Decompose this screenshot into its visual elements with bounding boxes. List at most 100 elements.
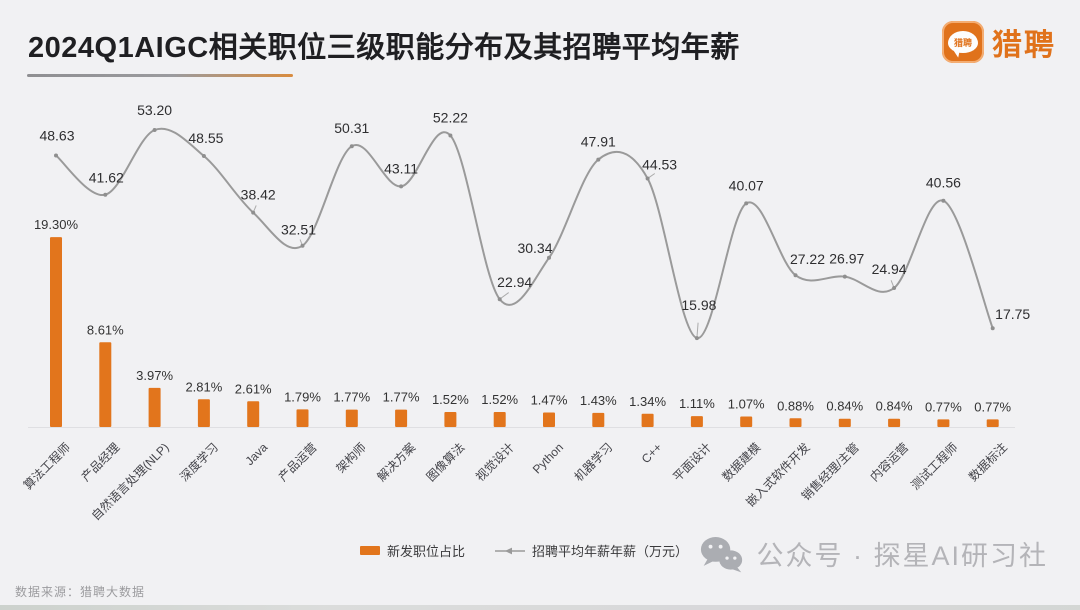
- bar-value-label: 1.07%: [728, 397, 765, 412]
- legend-bar-label: 新发职位占比: [387, 544, 466, 559]
- bar-value-label: 0.77%: [974, 399, 1011, 414]
- bar-value-label: 0.88%: [777, 398, 814, 413]
- combo-chart: 19.30%算法工程师8.61%产品经理3.97%自然语言处理(NLP)2.81…: [20, 102, 1030, 523]
- chart-legend: 新发职位占比 招聘平均年薪年薪（万元）: [360, 541, 688, 560]
- category-label: 平面设计: [670, 440, 714, 484]
- category-label: Python: [530, 440, 566, 476]
- line-point-19: [990, 326, 995, 331]
- bar-value-label: 1.52%: [481, 392, 518, 407]
- bar-value-label: 1.52%: [432, 392, 469, 407]
- line-point-14: [744, 201, 749, 206]
- liepin-logo-icon: 猎聘: [942, 21, 984, 63]
- bar-value-label: 1.11%: [679, 396, 715, 411]
- line-value-label: 15.98: [681, 297, 716, 313]
- bar-8: [444, 412, 457, 427]
- line-point-9: [497, 297, 502, 302]
- logo-bubble-text: 猎聘: [953, 37, 972, 48]
- bottom-strip: [0, 605, 1080, 610]
- bar-17: [888, 418, 901, 427]
- line-value-label: 32.51: [281, 222, 316, 238]
- line-marker-icon: [495, 547, 526, 554]
- line-value-label: 17.75: [995, 306, 1030, 322]
- line-value-label: 47.91: [581, 134, 616, 150]
- line-point-7: [399, 184, 404, 189]
- data-source-note: 数据来源：猎聘大数据: [15, 585, 146, 599]
- bar-5: [296, 409, 309, 427]
- wechat-icon: [701, 536, 743, 572]
- bar-value-label: 19.30%: [34, 217, 79, 232]
- line-value-label: 43.11: [384, 160, 418, 176]
- bar-0: [50, 237, 62, 427]
- bar-13: [690, 416, 703, 427]
- watermark-text: 公众号 · 探星AI研习社: [756, 541, 1048, 571]
- line-point-4: [251, 210, 256, 215]
- line-value-label: 40.56: [926, 175, 961, 191]
- logo-wordmark: 猎聘: [992, 29, 1056, 62]
- line-point-12: [645, 176, 650, 181]
- speech-bubble-icon: 猎聘: [948, 31, 978, 53]
- bar-value-label: 8.61%: [87, 322, 124, 337]
- category-label: 架构师: [333, 440, 369, 476]
- bar-16: [838, 418, 851, 427]
- line-value-label: 38.42: [241, 187, 276, 203]
- line-value-label: 41.62: [89, 170, 124, 186]
- bar-12: [641, 413, 654, 427]
- line-point-8: [448, 133, 453, 138]
- bar-swatch-icon: [360, 546, 380, 555]
- line-point-16: [842, 274, 847, 279]
- category-label: 产品运营: [276, 440, 320, 484]
- page-title: 2024Q1AIGC相关职位三级职能分布及其招聘平均年薪: [28, 32, 740, 64]
- bar-value-label: 2.81%: [185, 379, 222, 394]
- category-label: C++: [639, 440, 665, 466]
- bar-14: [740, 416, 753, 427]
- category-label: Java: [242, 440, 270, 468]
- legend-item-bar: 新发职位占比: [360, 541, 465, 560]
- bar-value-label: 2.61%: [235, 381, 272, 396]
- line-value-label: 24.94: [872, 261, 907, 277]
- bar-value-label: 1.43%: [580, 393, 617, 408]
- line-value-label: 44.53: [642, 157, 677, 173]
- category-label: 内容运营: [867, 440, 912, 485]
- line-point-15: [793, 273, 798, 278]
- bar-value-label: 1.79%: [284, 389, 321, 404]
- bar-value-label: 1.77%: [383, 390, 420, 405]
- legend-item-line: 招聘平均年薪年薪（万元）: [495, 541, 688, 560]
- bar-2: [148, 387, 161, 427]
- bar-10: [543, 412, 555, 427]
- category-label: 产品经理: [79, 440, 123, 484]
- bar-1: [99, 342, 112, 427]
- category-label: 测试工程师: [907, 440, 960, 493]
- salary-line: [55, 127, 994, 340]
- line-point-2: [152, 128, 157, 132]
- line-point-0: [54, 153, 58, 158]
- bar-15: [789, 418, 802, 427]
- bar-value-label: 1.77%: [333, 390, 370, 405]
- line-value-label: 53.20: [137, 102, 172, 118]
- line-point-3: [201, 154, 206, 158]
- line-point-10: [547, 255, 551, 260]
- line-value-label: 48.63: [39, 128, 74, 144]
- line-value-label: 40.07: [729, 177, 764, 193]
- liepin-logo: 猎聘 猎聘: [942, 20, 1056, 64]
- line-value-label: 27.22: [790, 251, 825, 267]
- category-label: 机器学习: [571, 440, 616, 485]
- category-label: 图像算法: [423, 440, 468, 485]
- watermark: 公众号 · 探星AI研习社: [700, 534, 1048, 573]
- bar-19: [986, 419, 999, 427]
- line-value-label: 22.94: [497, 274, 532, 290]
- bar-value-label: 3.97%: [136, 368, 173, 383]
- bar-3: [197, 399, 210, 427]
- bar-value-label: 0.84%: [876, 399, 913, 414]
- line-point-11: [596, 157, 601, 162]
- line-value-label: 26.97: [829, 251, 864, 267]
- bar-11: [592, 412, 605, 427]
- line-point-13: [694, 336, 699, 341]
- category-label: 数据建模: [719, 440, 764, 485]
- line-value-label: 50.31: [334, 120, 369, 136]
- bar-value-label: 0.77%: [925, 399, 962, 414]
- category-label: 深度学习: [176, 440, 221, 485]
- bar-7: [395, 409, 408, 427]
- bar-6: [345, 409, 358, 427]
- bar-value-label: 0.84%: [826, 399, 863, 414]
